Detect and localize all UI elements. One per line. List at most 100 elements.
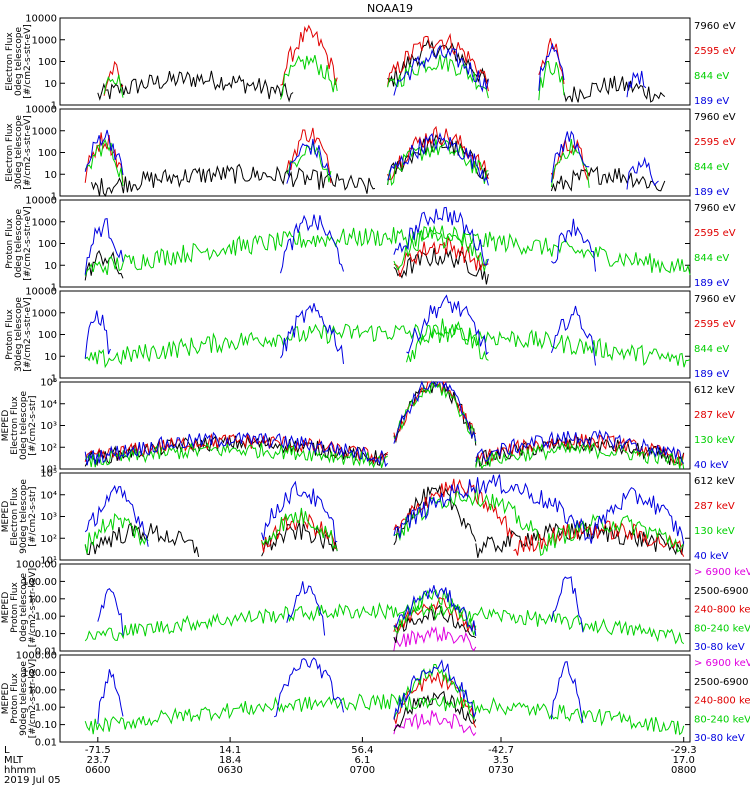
x-tick-label: 0800 xyxy=(671,765,696,776)
y-axis-label: 0deg telescope xyxy=(19,573,29,643)
y-tick-label: 1000 xyxy=(32,35,57,46)
y-tick-label: 1 xyxy=(51,283,57,294)
legend-entry: 130 keV xyxy=(694,435,735,446)
series-line xyxy=(84,431,389,468)
y-tick-label: 10⁴ xyxy=(40,490,57,501)
series-line xyxy=(280,214,344,274)
y-tick-label: 1 xyxy=(51,192,57,203)
y-tick-label: 0.01 xyxy=(35,738,57,749)
y-axis-label: 0deg telescope xyxy=(14,27,24,97)
legend-entry: 30-80 keV xyxy=(694,642,745,653)
x-tick-label: 0700 xyxy=(350,765,375,776)
legend-entry: 40 keV xyxy=(694,460,728,471)
series-line xyxy=(84,323,691,369)
series-line xyxy=(84,522,200,557)
panel-frame xyxy=(59,563,691,652)
y-tick-label: 1000.00 xyxy=(16,560,57,571)
y-axis-label: 0deg telescope xyxy=(14,209,24,279)
series-line xyxy=(261,480,338,543)
series-line xyxy=(387,32,489,92)
y-tick-label: 10000 xyxy=(25,14,57,25)
series-line xyxy=(280,24,338,86)
series-line xyxy=(84,442,388,469)
y-axis-label: 90deg telescope xyxy=(19,479,29,554)
y-tick-label: 10000 xyxy=(25,105,57,116)
y-tick-label: 0.10 xyxy=(35,629,57,640)
series-line xyxy=(84,601,685,645)
y-tick-label: 10¹ xyxy=(40,556,57,567)
y-tick-label: 100 xyxy=(38,239,57,250)
y-tick-label: 0.10 xyxy=(35,720,57,731)
series-line xyxy=(280,303,344,364)
legend-entry: 7960 eV xyxy=(694,21,736,32)
series-line xyxy=(84,484,149,547)
date-label: 2019 Jul 05 xyxy=(4,775,61,786)
y-tick-label: 10 xyxy=(44,352,57,363)
series-line xyxy=(393,585,477,636)
legend-entry: 189 eV xyxy=(694,278,729,289)
y-tick-label: 100 xyxy=(38,57,57,68)
series-line xyxy=(475,429,685,464)
y-axis-label: [#/cm2-s-str-eV] xyxy=(23,297,33,372)
legend-entry: 612 keV xyxy=(694,385,735,396)
series-line xyxy=(393,224,489,272)
legend-entry: 189 eV xyxy=(694,96,729,107)
x-tick-label: 14.1 xyxy=(219,745,241,756)
y-axis-label: 30deg telescope xyxy=(14,297,24,372)
legend-entry: 40 keV xyxy=(694,551,728,562)
y-axis-label: Proton Flux xyxy=(5,218,15,269)
y-tick-label: 10³ xyxy=(40,512,57,523)
series-line xyxy=(84,138,124,186)
y-axis-label: [#/cm2-s-str-eV] xyxy=(23,24,33,99)
y-axis-label: [#/cm2-s-str-eV] xyxy=(23,115,33,190)
series-line xyxy=(393,380,477,444)
series-line xyxy=(286,138,332,184)
panel-frame xyxy=(59,472,691,561)
series-line xyxy=(84,310,111,359)
series-line xyxy=(387,132,489,186)
series-line xyxy=(393,206,489,266)
legend-entry: 130 keV xyxy=(694,526,735,537)
series-line xyxy=(387,54,489,99)
series-line xyxy=(551,218,596,272)
series-line xyxy=(406,294,489,356)
legend-entry: 844 eV xyxy=(694,344,729,355)
y-tick-label: 100.00 xyxy=(22,577,57,588)
series-line xyxy=(286,581,326,636)
y-tick-label: 10.00 xyxy=(28,594,57,605)
y-axis-label: [#/cm2-s-str] xyxy=(28,395,38,455)
y-tick-label: 1000 xyxy=(32,217,57,228)
series-line xyxy=(538,60,565,101)
series-line xyxy=(273,657,344,718)
y-tick-label: 10³ xyxy=(40,421,57,432)
series-line xyxy=(393,236,489,277)
y-tick-label: 10.00 xyxy=(28,685,57,696)
y-axis-label: Proton Flux xyxy=(10,673,20,724)
x-tick-label: 0730 xyxy=(488,765,513,776)
y-tick-label: 1 xyxy=(51,374,57,385)
y-tick-label: 10⁴ xyxy=(40,399,57,410)
series-line xyxy=(538,42,565,91)
series-line xyxy=(393,672,477,728)
y-axis-label: 90deg telescope xyxy=(19,661,29,736)
series-line xyxy=(97,669,124,725)
legend-entry: > 6900 keV xyxy=(694,567,750,578)
y-tick-label: 1.00 xyxy=(35,612,57,623)
series-line xyxy=(588,487,685,545)
series-line xyxy=(563,75,666,103)
legend-entry: 844 eV xyxy=(694,162,729,173)
series-line xyxy=(393,247,489,285)
panel-frame xyxy=(59,654,691,743)
legend-entry: 2595 eV xyxy=(694,319,736,330)
series-line xyxy=(97,70,294,103)
y-axis-label: [#/cm2-s-str] xyxy=(28,486,38,546)
y-tick-label: 1000 xyxy=(32,126,57,137)
series-line xyxy=(550,576,584,633)
series-line xyxy=(393,690,477,732)
y-tick-label: 10⁵ xyxy=(40,469,57,480)
y-tick-label: 100.00 xyxy=(22,668,57,679)
legend-entry: 2595 eV xyxy=(694,137,736,148)
legend-entry: 240-800 keV xyxy=(694,696,750,707)
series-line xyxy=(280,54,338,100)
